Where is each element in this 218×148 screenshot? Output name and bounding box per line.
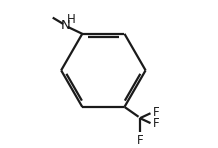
Text: N: N <box>61 19 70 32</box>
Text: F: F <box>137 134 143 147</box>
Text: H: H <box>67 13 75 26</box>
Text: F: F <box>153 117 159 130</box>
Text: F: F <box>153 106 159 119</box>
